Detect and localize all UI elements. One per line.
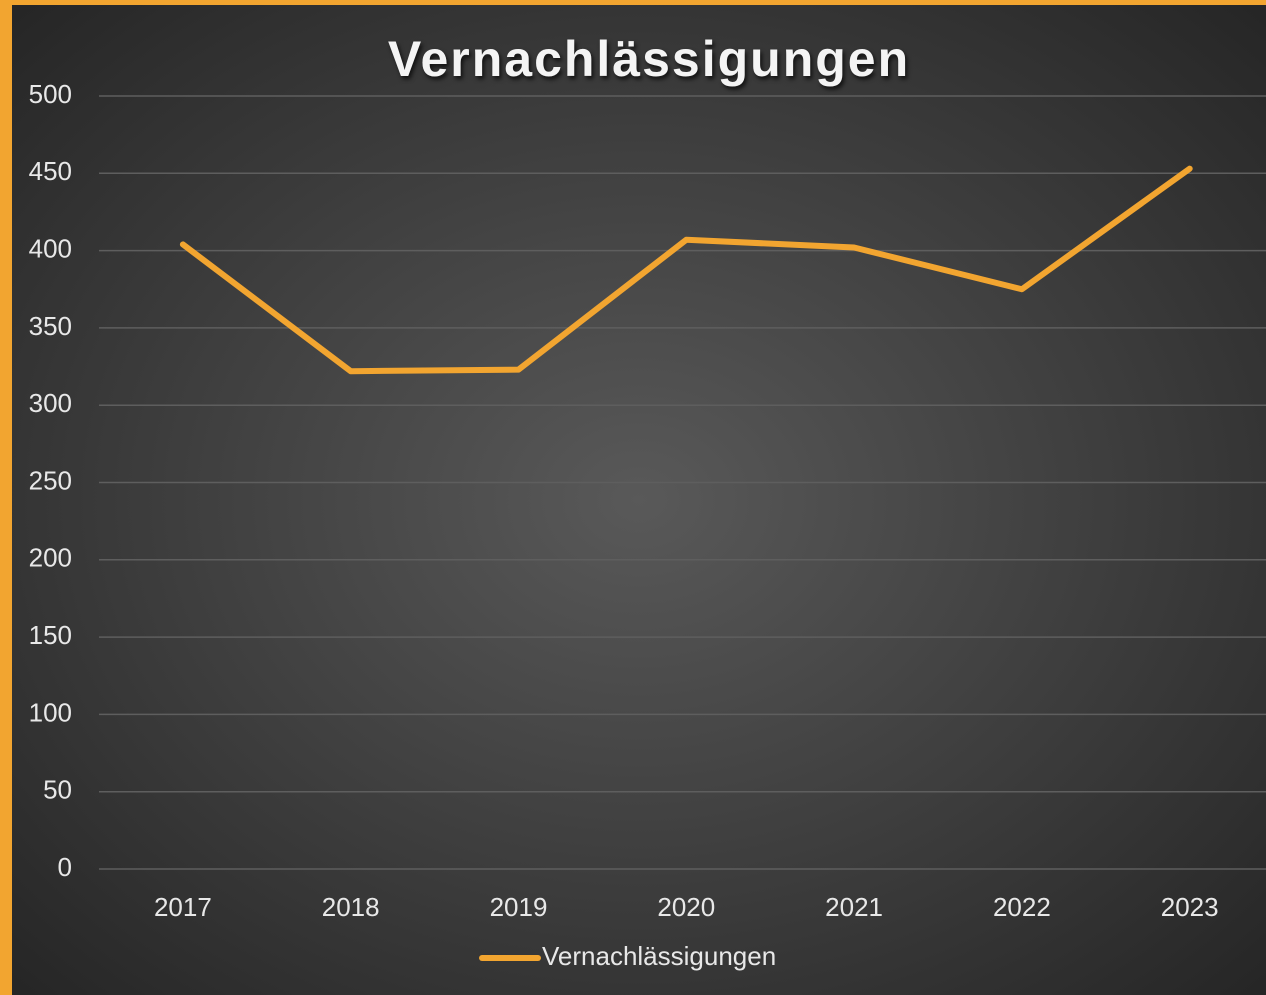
y-tick-label: 350 [29,311,72,341]
chart-title: Vernachlässigungen [388,31,910,87]
x-tick-label: 2017 [154,892,212,922]
y-tick-label: 300 [29,388,72,418]
x-tick-label: 2020 [657,892,715,922]
y-tick-label: 200 [29,543,72,573]
x-tick-label: 2018 [322,892,380,922]
x-tick-label: 2019 [490,892,548,922]
x-tick-label: 2023 [1161,892,1219,922]
background [12,5,1266,995]
y-tick-label: 450 [29,156,72,186]
y-tick-label: 100 [29,697,72,727]
y-tick-label: 50 [43,775,72,805]
legend-label: Vernachlässigungen [542,941,776,971]
y-tick-label: 250 [29,465,72,495]
chart: Vernachlässigungen 0 50 100 150 200 250 300 350… [12,5,1266,995]
y-tick-label: 150 [29,620,72,650]
x-tick-label: 2021 [825,892,883,922]
y-tick-label: 0 [58,852,72,882]
x-tick-label: 2022 [993,892,1051,922]
y-tick-label: 500 [29,79,72,109]
y-tick-label: 400 [29,233,72,263]
data-line [179,165,1193,375]
